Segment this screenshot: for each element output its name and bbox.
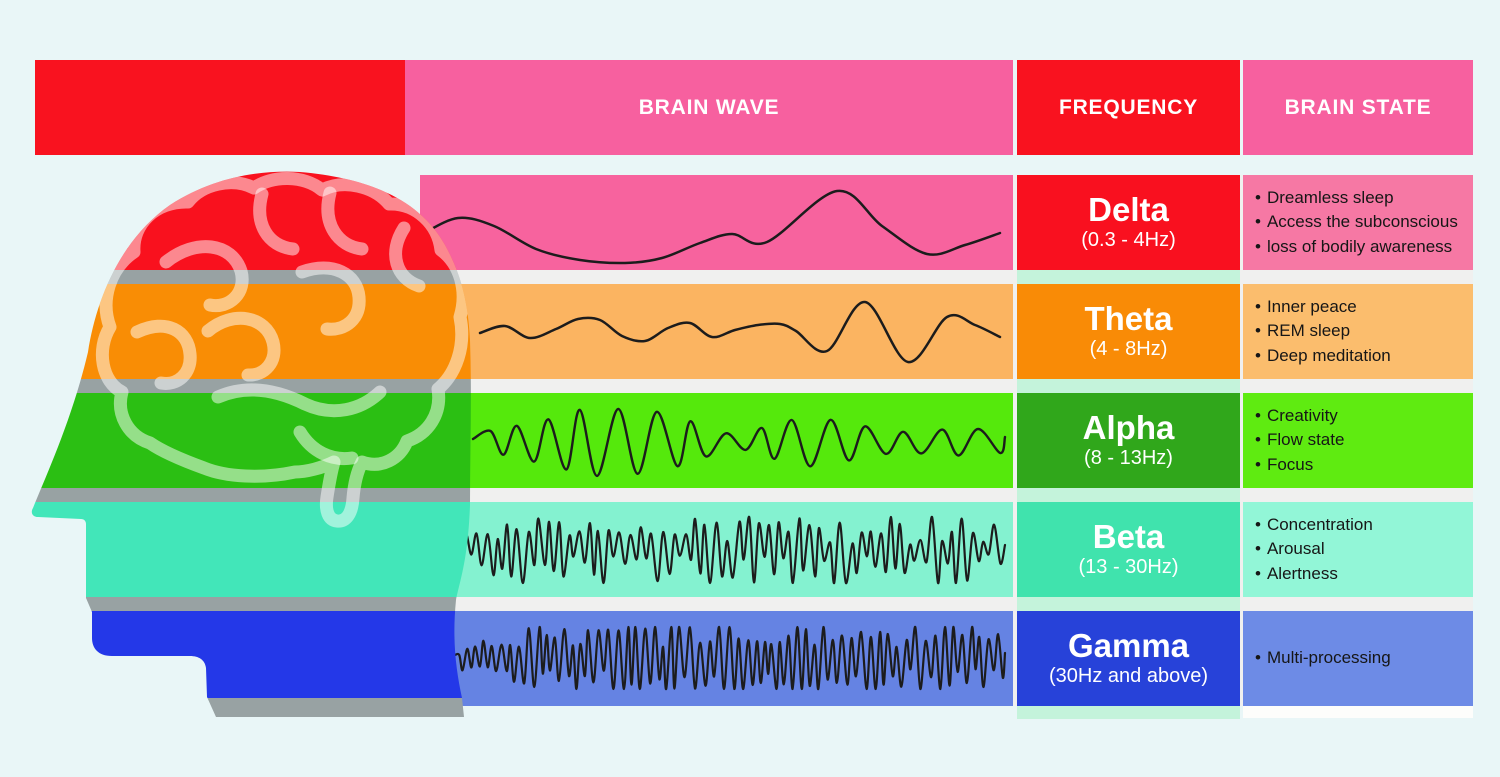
mint-band-segment [1017,270,1240,284]
brain-state-text: Dreamless sleep [1266,187,1394,207]
frequency-cell: Theta (4 - 8Hz) [1017,284,1240,379]
head-stripe-neck [31,698,471,718]
head-band-gamma [31,611,471,698]
brain-state-item: • Creativity [1255,404,1473,429]
brain-state-text: Deep meditation [1266,345,1391,365]
frequency-name: Beta [1092,517,1165,555]
delta-wave-line [422,189,1002,265]
brain-state-item: • loss of bodily awareness [1255,235,1473,260]
brain-state-text: Multi-processing [1266,648,1391,668]
brain-state-text: loss of bodily awareness [1266,236,1453,256]
column-gap-strip [1013,175,1017,706]
brain-state-item: • Deep meditation [1255,344,1473,369]
brain-state-text: REM sleep [1266,321,1351,341]
header-brain-state-label: BRAIN STATE [1284,95,1432,119]
brain-state-text: Access the subconscious [1266,212,1458,232]
header-brain-wave: BRAIN WAVE [405,60,1013,155]
wave-row-band [430,284,1013,379]
bullet-icon: • [1255,405,1261,425]
frequency-range: (13 - 30Hz) [1078,556,1179,579]
frequency-cell: Gamma (30Hz and above) [1017,611,1240,706]
head-band-beta [31,502,471,597]
bullet-icon: • [1255,563,1261,583]
head-band-delta [31,171,471,270]
head-band-theta [31,284,471,379]
brain-state-text: Concentration [1266,514,1373,534]
bullet-icon: • [1255,345,1261,365]
header-frequency: FREQUENCY [1017,60,1240,155]
bullet-icon: • [1255,236,1261,256]
white-band-segment [1243,706,1473,718]
brain-state-text: Focus [1266,454,1314,474]
header-frequency-label: FREQUENCY [1058,95,1199,119]
brain-state-item: • Flow state [1255,428,1473,453]
bullet-icon: • [1255,321,1261,341]
frequency-range: (30Hz and above) [1049,665,1208,688]
frequency-range: (8 - 13Hz) [1084,447,1173,470]
column-gap-strip [1240,175,1243,706]
frequency-cell: Alpha (8 - 13Hz) [1017,393,1240,488]
frequency-name: Gamma [1067,626,1190,664]
brain-state-text: Inner peace [1266,296,1357,316]
mint-band-segment [1017,488,1240,502]
brain-state-cell: • Creativity • Flow state • Focus [1243,393,1473,488]
brain-state-item: • Focus [1255,453,1473,478]
bullet-icon: • [1255,539,1261,559]
brain-state-item: • Dreamless sleep [1255,186,1473,211]
bullet-icon: • [1255,187,1261,207]
brain-state-item: • Alertness [1255,562,1473,587]
brain-state-item: • Inner peace [1255,295,1473,320]
brain-state-item: • Access the subconscious [1255,210,1473,235]
beta-wave-line [448,515,1007,585]
brain-state-item: • Multi-processing [1255,646,1473,671]
frequency-cell: Beta (13 - 30Hz) [1017,502,1240,597]
brain-state-cell: • Dreamless sleep • Access the subconsciou… [1243,175,1473,270]
alpha-wave-line [471,407,1007,478]
bullet-icon: • [1255,430,1261,450]
mint-band-segment [1017,597,1240,611]
theta-wave-line [478,300,1002,364]
bullet-icon: • [1255,454,1261,474]
frequency-name: Delta [1088,190,1169,228]
frequency-name: Theta [1084,299,1173,337]
frequency-name: Alpha [1082,408,1175,446]
header-brain-state: BRAIN STATE [1243,60,1473,155]
head-stripe [31,488,471,502]
bullet-icon: • [1255,514,1261,534]
header-brain-wave-label: BRAIN WAVE [638,95,780,119]
brain-state-cell: • Inner peace • REM sleep • Deep meditation [1243,284,1473,379]
bullet-icon: • [1255,296,1261,316]
brain-state-item: • REM sleep [1255,319,1473,344]
header-red-block [35,60,405,155]
frequency-range: (4 - 8Hz) [1089,338,1168,361]
bullet-icon: • [1255,212,1261,232]
brain-state-text: Arousal [1266,539,1325,559]
frequency-cell: Delta (0.3 - 4Hz) [1017,175,1240,270]
bullet-icon: • [1255,648,1261,668]
mint-band-segment [1017,379,1240,393]
head-stripe [31,270,471,284]
head-stripe [31,597,471,611]
brain-state-text: Alertness [1266,563,1338,583]
brain-state-cell: • Concentration • Arousal • Alertness [1243,502,1473,597]
gamma-wave-line [453,625,1007,691]
wave-row-band [430,393,1013,488]
brain-state-cell: • Multi-processing [1243,611,1473,706]
brain-state-item: • Arousal [1255,537,1473,562]
brain-state-text: Creativity [1266,405,1338,425]
mint-band-segment [1017,706,1240,719]
frequency-range: (0.3 - 4Hz) [1081,229,1176,252]
brain-icon [95,172,470,528]
head-silhouette [31,171,471,718]
wave-row-band [420,175,1013,270]
brain-state-item: • Concentration [1255,513,1473,538]
brain-state-text: Flow state [1266,430,1345,450]
